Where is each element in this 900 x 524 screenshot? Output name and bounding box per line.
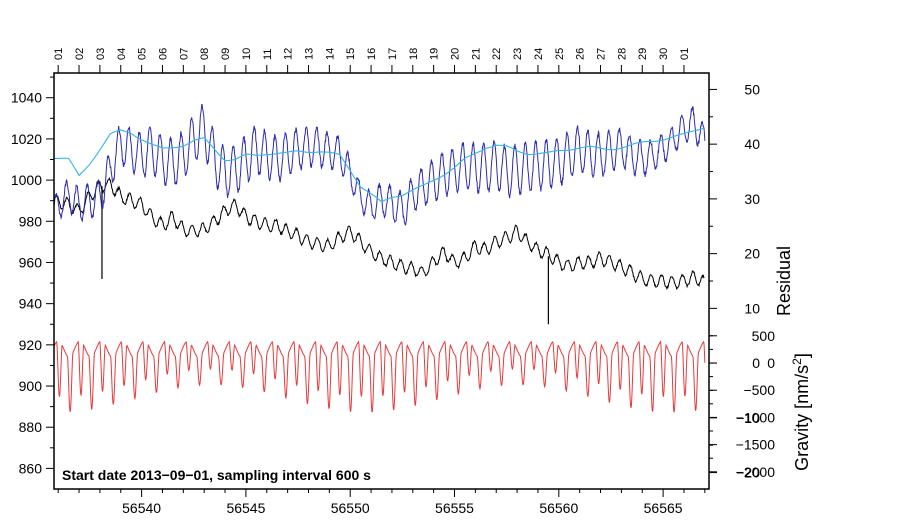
y-tick-label: 1020 — [11, 131, 42, 147]
gravity-label-main: Gravity [nm/s — [792, 365, 812, 471]
residual-tick-label: 20 — [744, 246, 760, 262]
top-day-label: 29 — [637, 48, 649, 60]
top-day-label: 10 — [241, 48, 253, 60]
top-day-label: 11 — [262, 49, 274, 60]
top-day-label: 08 — [199, 48, 211, 60]
top-day-label: 16 — [366, 48, 378, 60]
series-layer — [53, 104, 706, 413]
gravity-tick-label: −1500 — [736, 437, 776, 453]
gravity-tick-label: −1000 — [736, 409, 776, 425]
residual-tick-label: 40 — [744, 136, 760, 152]
gravity-label-end: ] — [792, 353, 812, 358]
top-day-label: 01 — [679, 48, 691, 60]
top-day-label: 21 — [470, 48, 482, 60]
y-tick-label: 960 — [19, 254, 43, 270]
top-day-label: 17 — [387, 48, 399, 60]
top-day-label: 24 — [533, 48, 545, 60]
top-day-label: 19 — [429, 48, 441, 60]
top-day-label: 23 — [512, 48, 524, 60]
y-tick-label: 1000 — [11, 172, 42, 188]
x-tick-label: 56555 — [435, 500, 474, 516]
model-series-line — [53, 127, 706, 203]
pressure-series-line — [53, 104, 706, 226]
top-day-label: 30 — [658, 48, 670, 60]
residual-tick-label: 50 — [744, 81, 760, 97]
top-day-label: 03 — [95, 48, 107, 60]
residual-tick-label: 10 — [744, 300, 760, 316]
y-tick-label: 940 — [19, 296, 43, 312]
top-day-label: 27 — [596, 48, 608, 60]
x-tick-label: 56545 — [226, 500, 265, 516]
residual-tick-label: −10 — [736, 410, 760, 426]
top-day-label: 22 — [491, 48, 503, 60]
gravity-tick-label: −2000 — [736, 464, 776, 480]
top-day-label: 13 — [304, 48, 316, 60]
residual-series-line — [53, 176, 705, 291]
gravity-tick-label: 500 — [752, 328, 776, 344]
top-day-label: 18 — [408, 48, 420, 60]
top-day-label: 01 — [53, 48, 65, 60]
top-day-label: 15 — [345, 48, 357, 60]
gravity-axis-label: Gravity [nm/s2] — [790, 353, 812, 471]
top-day-label: 05 — [137, 48, 149, 60]
y-tick-label: 880 — [19, 419, 43, 435]
residual-tick-label: 30 — [744, 191, 760, 207]
residual-tick-label: −20 — [736, 465, 760, 481]
top-day-label: 07 — [178, 48, 190, 60]
y-tick-label: 1040 — [11, 90, 42, 106]
x-tick-label: 56550 — [331, 500, 370, 516]
gravity-label-sup: 2 — [790, 358, 804, 365]
top-day-label: 26 — [575, 48, 587, 60]
x-tick-label: 56540 — [122, 500, 161, 516]
gravity-tick-label: −500 — [743, 382, 775, 398]
top-day-label: 04 — [116, 48, 128, 60]
top-day-label: 20 — [450, 48, 462, 60]
top-day-label: 14 — [324, 48, 336, 60]
y-tick-label: 860 — [19, 460, 43, 476]
x-tick-label: 56565 — [644, 500, 683, 516]
gravity-series-line — [53, 340, 706, 413]
start-date-annotation: Start date 2013−09−01, sampling interval… — [62, 467, 371, 483]
residual-tick-label: 0 — [752, 355, 760, 371]
x-tick-label: 56560 — [539, 500, 578, 516]
residual-axis-label: Residual — [774, 246, 794, 316]
top-day-label: 06 — [158, 48, 170, 60]
top-day-label: 12 — [283, 48, 295, 60]
top-day-label: 09 — [220, 48, 232, 60]
top-day-label: 02 — [74, 48, 86, 60]
y-tick-label: 900 — [19, 378, 43, 394]
y-tick-label: 980 — [19, 213, 43, 229]
top-day-label: 25 — [554, 48, 566, 60]
top-day-label: 28 — [616, 48, 628, 60]
plot-frame — [53, 72, 710, 490]
y-tick-label: 920 — [19, 337, 43, 353]
gravity-tick-label: 0 — [767, 355, 775, 371]
